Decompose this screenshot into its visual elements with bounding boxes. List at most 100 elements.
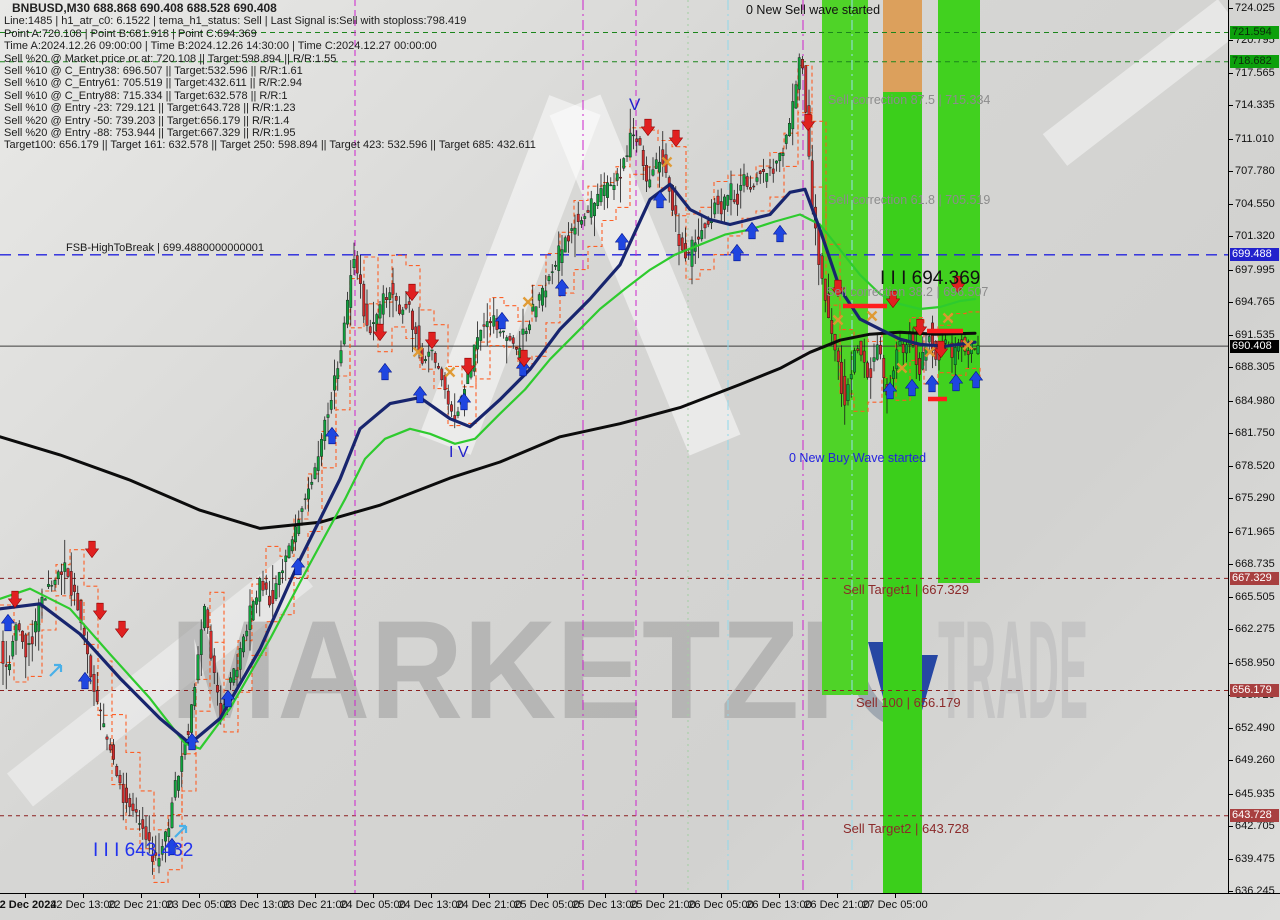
buy-arrow-icon — [772, 224, 788, 243]
candle — [869, 368, 873, 378]
chart-annotation-label: Sell correction 61.8 | 705.519 — [828, 193, 990, 207]
price-tick-label: 724.025 — [1235, 2, 1275, 14]
watermark-brand-left: MARKETZI — [170, 591, 835, 748]
candle — [388, 292, 392, 300]
buy-arrow-icon — [377, 362, 393, 381]
candle — [570, 228, 574, 231]
chart-annotation-label: I I I 643.432 — [93, 840, 193, 861]
candle — [927, 336, 931, 343]
price-axis[interactable]: 724.025 720.795 717.565 714.335 711.010 707.7… — [1228, 0, 1280, 897]
sell-arrow-icon — [912, 318, 928, 337]
time-tick-label: 22 Dec 2024 — [0, 899, 57, 911]
candle — [677, 234, 681, 246]
candle — [190, 704, 193, 733]
chart-annotation-label: I V — [449, 444, 469, 461]
time-tick-label: 23 Dec 13:00 — [224, 899, 290, 911]
price-tick-label: 691.535 — [1235, 328, 1275, 341]
sell-arrow-icon — [830, 279, 846, 298]
candle — [476, 337, 479, 350]
candle — [196, 654, 200, 681]
candle — [547, 276, 551, 281]
price-tick-mark — [1229, 138, 1233, 140]
candle — [232, 668, 236, 683]
buy-arrow-icon — [554, 278, 570, 297]
info-line: Sell %20 @ Entry -88: 753.944 || Target:… — [4, 127, 296, 140]
candle — [365, 303, 369, 326]
candle — [430, 349, 434, 352]
candle — [534, 306, 538, 318]
candle — [326, 414, 330, 418]
candle — [953, 347, 957, 365]
candle — [492, 315, 496, 327]
candle — [206, 609, 210, 628]
candle — [177, 775, 180, 791]
candle — [625, 155, 629, 158]
chart-annotation-label: I I I 694.369 — [880, 268, 980, 289]
ma-fast-green — [0, 213, 977, 750]
candle — [976, 345, 980, 354]
buy-arrow-icon — [948, 373, 964, 392]
candle — [609, 184, 613, 187]
watermark-swoosh — [1042, 0, 1243, 166]
candle — [706, 220, 710, 225]
candle — [242, 636, 245, 653]
price-tick-label: 642.705 — [1235, 820, 1275, 833]
candle — [446, 390, 450, 405]
time-tick-label: 27 Dec 05:00 — [862, 899, 928, 911]
price-tick-mark — [1229, 8, 1233, 9]
candle — [368, 326, 372, 334]
chart-annotation-label: 0 New Buy Wave started — [789, 451, 926, 465]
time-tick-mark — [257, 894, 258, 898]
candle — [895, 349, 899, 370]
price-badge: 643.728 — [1230, 809, 1279, 823]
candle — [752, 185, 756, 188]
candle — [778, 153, 782, 162]
price-tick-label: 645.935 — [1235, 787, 1275, 800]
buy-arrow-icon — [614, 232, 630, 251]
price-tick-mark — [1229, 727, 1233, 729]
info-lines: Line:1485 | h1_atr_c0: 6.1522 | tema_h1_… — [4, 15, 536, 151]
candle — [450, 404, 453, 412]
price-tick-label: 714.335 — [1235, 99, 1275, 112]
buy-arrow-icon — [77, 671, 93, 690]
price-tick-mark — [1229, 269, 1233, 271]
hollow-arrow-icon — [174, 824, 188, 838]
candle — [580, 220, 583, 225]
price-tick-mark — [1229, 564, 1233, 566]
candle — [573, 227, 577, 235]
x-mark-icon — [866, 310, 878, 322]
buy-arrow-icon — [729, 243, 745, 262]
info-line: Sell %10 @ C_Entry61: 705.519 || Target:… — [4, 77, 302, 90]
candle — [53, 579, 57, 585]
candle — [76, 593, 80, 611]
candle — [401, 309, 405, 315]
info-line: Time A:2024.12.26 09:00:00 | Time B:2024… — [4, 40, 437, 53]
candle — [950, 342, 954, 358]
candle — [248, 605, 252, 630]
candle — [635, 138, 639, 143]
candle — [391, 283, 395, 295]
candle — [323, 419, 327, 441]
candle — [596, 193, 600, 206]
price-badge: 667.329 — [1230, 571, 1279, 585]
candle — [862, 350, 866, 363]
candle — [456, 411, 460, 416]
price-tick-label: 701.320 — [1235, 230, 1275, 243]
price-tick-mark — [1229, 891, 1233, 893]
info-panel: BNBUSD,M30 688.868 690.408 688.528 690.4… — [4, 2, 536, 152]
x-mark-icon — [962, 339, 974, 351]
candle — [619, 176, 622, 179]
chart-canvas[interactable]: MARKETZI TRADE 0 New Sell wave started Sell… — [0, 0, 1243, 893]
price-tick-label: 639.475 — [1235, 852, 1275, 865]
candle — [583, 216, 587, 219]
chart-plot[interactable]: MARKETZI TRADE 0 New Sell wave started Sell… — [0, 0, 1243, 893]
price-tick-mark — [1229, 105, 1233, 107]
candle — [482, 324, 486, 327]
candle — [199, 629, 203, 655]
info-line: Sell %20 @ Entry -50: 739.203 || Target:… — [4, 114, 290, 127]
info-line: Sell %20 @ Market price or at: 720.108 |… — [4, 52, 337, 65]
buy-arrow-icon — [968, 370, 984, 389]
info-line: Point A:720.108 | Point B:681.918 | Poin… — [4, 27, 257, 40]
candle — [716, 195, 720, 205]
